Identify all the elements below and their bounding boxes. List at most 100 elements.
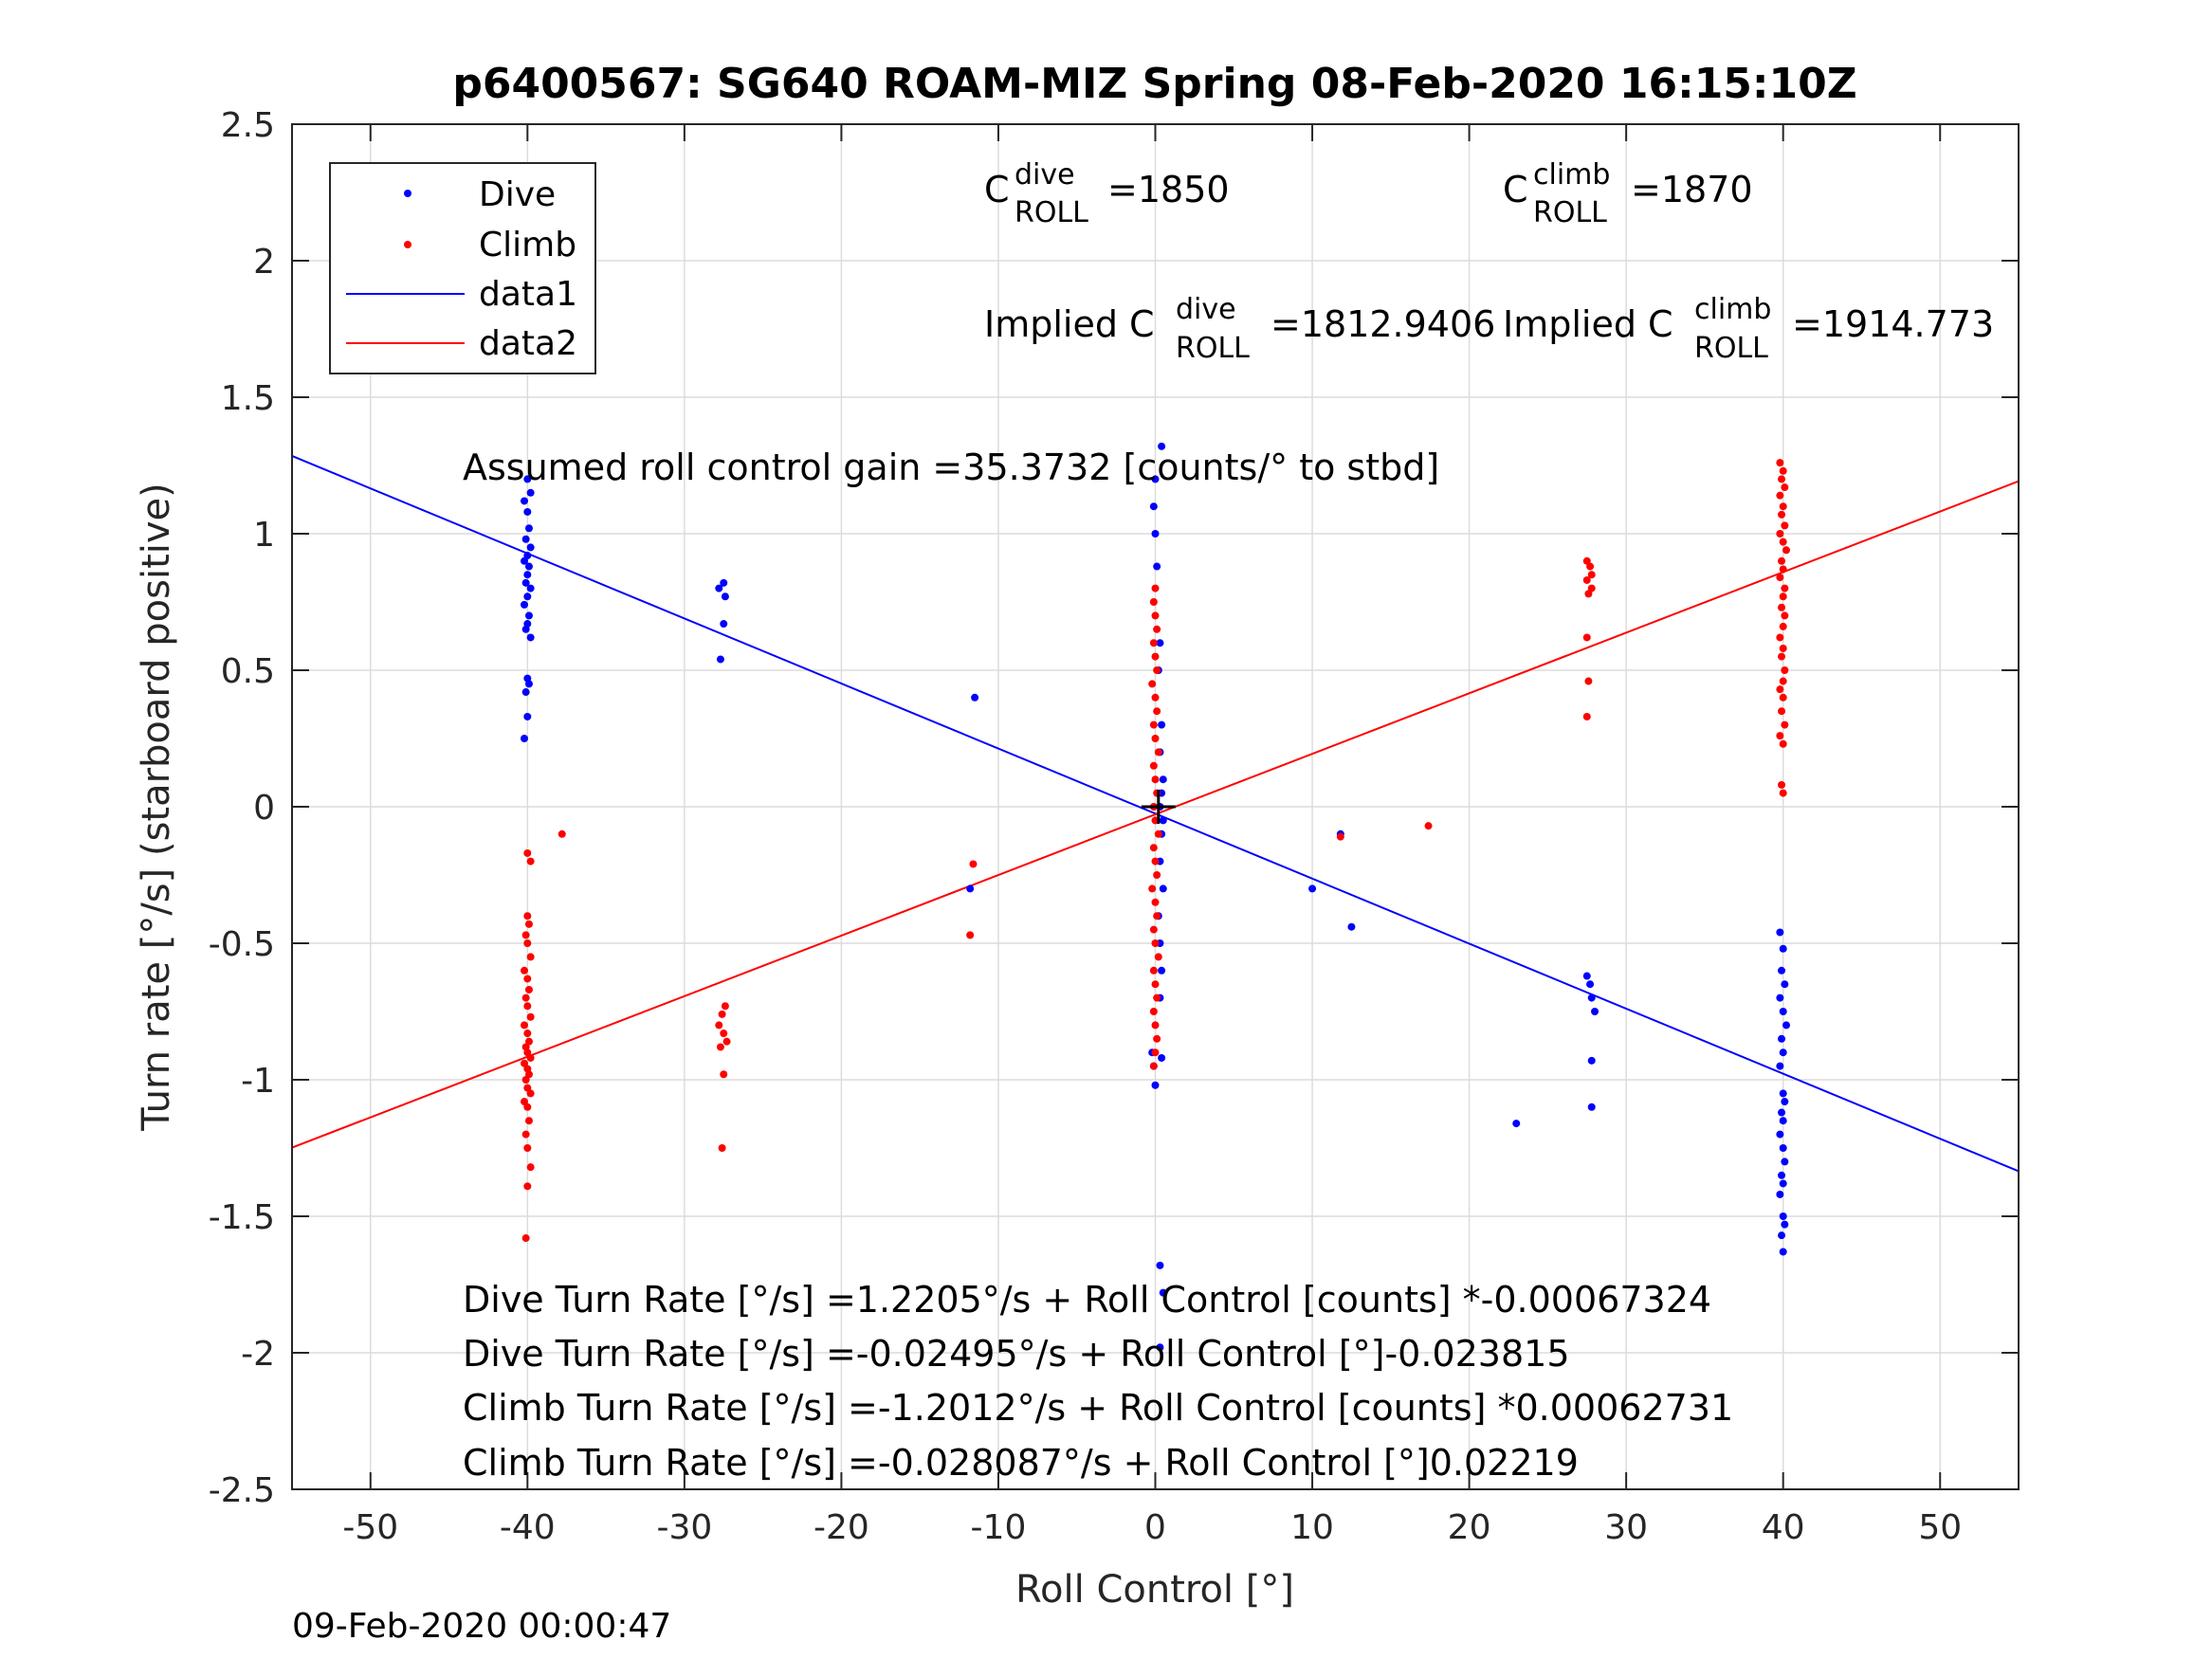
climb-point — [523, 1182, 532, 1191]
c-roll-dive-subscript: ROLL — [1015, 196, 1088, 229]
climb-point — [1779, 644, 1787, 652]
climb-point — [1149, 598, 1158, 606]
climb-point — [526, 1089, 535, 1098]
dive-point — [526, 543, 535, 552]
dive-point — [1151, 1081, 1160, 1089]
dive-point — [1779, 1144, 1787, 1152]
equation-climb-degrees: Climb Turn Rate [°/s] =-0.028087°/s + Ro… — [463, 1442, 1579, 1484]
dive-point — [523, 475, 532, 483]
dive-point — [1582, 972, 1591, 980]
climb-point — [1586, 562, 1595, 571]
climb-point — [1582, 712, 1591, 720]
climb-point — [969, 860, 978, 868]
origin-crosshair — [1141, 790, 1176, 824]
dive-point — [1779, 944, 1787, 953]
equation-dive-counts: Dive Turn Rate [°/s] =1.2205°/s + Roll C… — [463, 1279, 1711, 1321]
climb-point — [1149, 925, 1158, 934]
legend-climb-label: Climb — [479, 226, 576, 264]
climb-point — [523, 1030, 532, 1038]
y-tick-label: 2 — [253, 243, 275, 282]
climb-point — [521, 994, 530, 1002]
dive-point — [1159, 1288, 1167, 1297]
legend-box — [329, 162, 596, 374]
x-tick-label: 10 — [1290, 1508, 1334, 1547]
dive-point — [1512, 1120, 1521, 1128]
c-roll-dive-superscript: dive — [1015, 158, 1075, 191]
climb-point — [1584, 677, 1593, 685]
climb-point — [1776, 491, 1784, 500]
y-tick-label: -2.5 — [209, 1471, 275, 1510]
climb-point — [1149, 1062, 1158, 1070]
climb-point — [718, 1144, 726, 1152]
climb-point — [1776, 574, 1784, 582]
climb-point — [715, 1021, 723, 1030]
climb-point — [1587, 571, 1596, 579]
implied-dive-superscript: dive — [1176, 293, 1236, 326]
dive-point — [1779, 1117, 1787, 1125]
climb-point — [1776, 732, 1784, 740]
climb-point — [1781, 720, 1789, 729]
dive-point — [521, 688, 530, 697]
climb-point — [1151, 898, 1160, 906]
climb-point — [523, 912, 532, 921]
climb-point — [1779, 739, 1787, 748]
climb-point — [524, 920, 533, 928]
climb-point — [526, 1012, 535, 1021]
chart-title: p6400567: SG640 ROAM-MIZ Spring 08-Feb-2… — [452, 60, 1856, 108]
dive-point — [521, 625, 530, 633]
climb-point — [1151, 1021, 1160, 1030]
climb-point — [1336, 832, 1344, 841]
x-tick-label: -10 — [971, 1508, 1027, 1547]
climb-point — [1779, 677, 1787, 685]
climb-point — [526, 953, 535, 961]
climb-point — [1779, 789, 1787, 797]
dive-point — [1779, 1048, 1787, 1057]
dive-point — [523, 571, 532, 579]
data-points — [521, 442, 1790, 1352]
dive-point — [521, 556, 529, 565]
climb-point — [526, 1053, 535, 1062]
climb-point — [1779, 693, 1787, 702]
climb-point — [1781, 483, 1789, 492]
dive-point — [524, 680, 533, 688]
x-tick-label: 40 — [1762, 1508, 1805, 1547]
dive-point — [1158, 442, 1166, 450]
dive-point — [1776, 928, 1784, 937]
dive-point — [524, 524, 533, 533]
dive-point — [1151, 530, 1160, 538]
x-tick-label: 0 — [1144, 1508, 1166, 1547]
c-roll-climb-annotation: C climb ROLL =1870 — [1503, 158, 1753, 229]
climb-point — [1149, 1008, 1158, 1015]
dive-point — [715, 584, 723, 592]
implied-dive-subscript: ROLL — [1176, 332, 1250, 365]
climb-point — [1776, 530, 1784, 538]
climb-point — [1151, 693, 1160, 702]
dive-point — [1781, 980, 1789, 989]
dive-point — [1587, 994, 1596, 1002]
climb-point — [523, 848, 532, 857]
dive-point — [1782, 1021, 1790, 1030]
dive-point — [1158, 966, 1166, 975]
y-axis-label: Turn rate [°/s] (starboard positive) — [135, 483, 178, 1132]
dive-point — [720, 578, 728, 587]
climb-point — [1151, 652, 1160, 661]
dive-point — [1781, 1158, 1789, 1166]
dive-point — [716, 655, 724, 664]
fit-lines — [291, 454, 2020, 1173]
dive-point — [1779, 1248, 1787, 1256]
c-roll-dive-value: =1850 — [1107, 169, 1230, 210]
dive-point — [1153, 562, 1161, 571]
equation-climb-counts: Climb Turn Rate [°/s] =-1.2012°/s + Roll… — [463, 1387, 1733, 1429]
dive-point — [1156, 639, 1164, 647]
dive-point — [521, 600, 529, 609]
climb-point — [1151, 1048, 1160, 1057]
dive-point — [1158, 1053, 1166, 1062]
climb-point — [526, 857, 535, 866]
climb-point — [1779, 622, 1787, 630]
dive-point — [1778, 1231, 1786, 1240]
climb-point — [1153, 625, 1161, 633]
climb-point — [1779, 592, 1787, 601]
legend-dive-marker — [404, 190, 411, 197]
fit-line-data2 — [291, 480, 2020, 1149]
